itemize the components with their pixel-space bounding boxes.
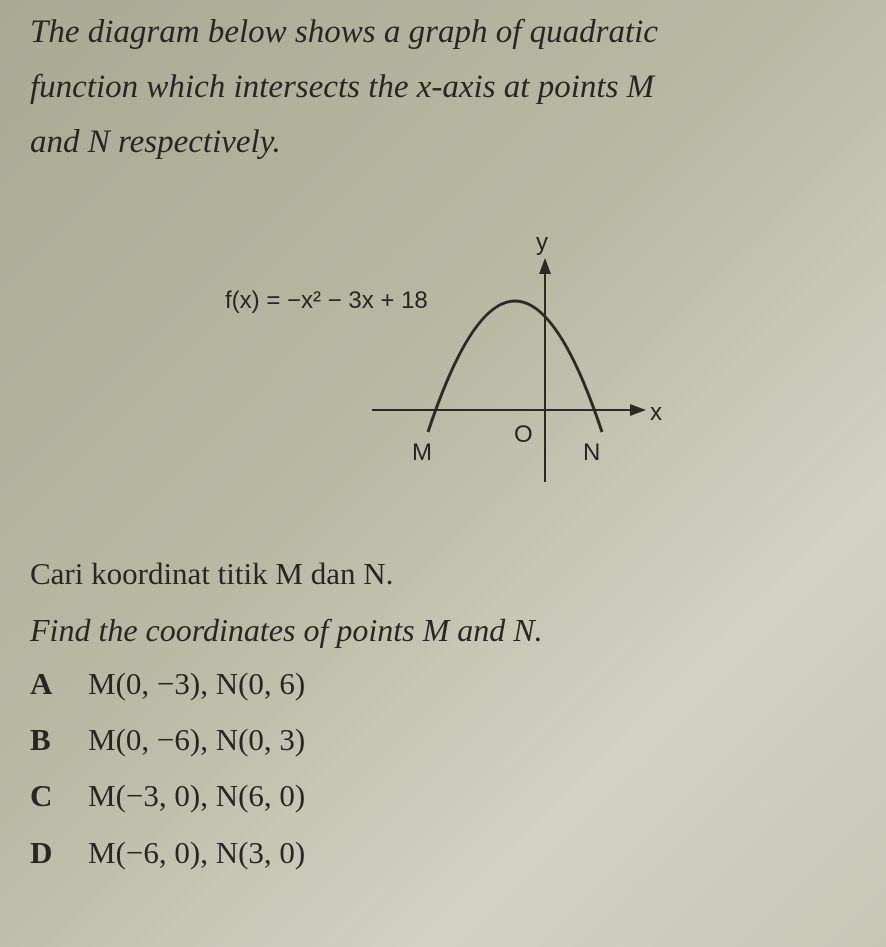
- option: D M(−6, 0), N(3, 0): [30, 835, 305, 871]
- prompt-malay: Cari koordinat titik M dan N.: [30, 556, 394, 591]
- option-letter: A: [30, 666, 53, 701]
- option-letter: C: [30, 778, 53, 813]
- origin-label: O: [514, 421, 533, 448]
- option-text: M(0, −6), N(0, 3): [88, 722, 306, 757]
- option-text: M(−3, 0), N(6, 0): [88, 778, 306, 813]
- y-label: y: [536, 229, 548, 256]
- point-label: M: [412, 439, 432, 466]
- stem-line: function which intersects the x-axis at …: [30, 69, 655, 105]
- prompt-english: Find the coordinates of points M and N.: [30, 612, 543, 648]
- option: A M(0, −3), N(0, 6): [30, 666, 305, 702]
- option-letter: B: [30, 722, 51, 757]
- stem-line: The diagram below shows a graph of quadr…: [30, 14, 658, 50]
- option-letter: D: [30, 835, 53, 870]
- stem-line: and N respectively.: [30, 124, 281, 160]
- option-text: M(0, −3), N(0, 6): [88, 666, 306, 701]
- x-label: x: [650, 399, 662, 426]
- option: B M(0, −6), N(0, 3): [30, 722, 305, 758]
- option-text: M(−6, 0), N(3, 0): [88, 835, 306, 870]
- y-arrow: [539, 258, 551, 274]
- option: C M(−3, 0), N(6, 0): [30, 778, 305, 814]
- point-label: N: [583, 439, 600, 466]
- function-label: f(x) = −x² − 3x + 18: [225, 287, 428, 314]
- x-arrow: [630, 404, 646, 416]
- parabola: [426, 299, 604, 433]
